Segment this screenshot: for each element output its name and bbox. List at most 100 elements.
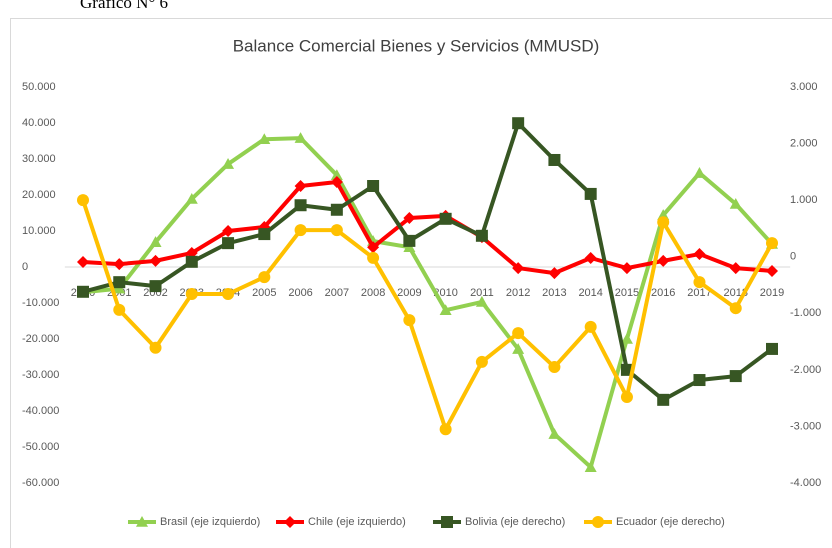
data-point: [729, 262, 742, 275]
data-point: [330, 203, 343, 216]
data-point: [113, 258, 126, 271]
data-point: [693, 374, 706, 387]
data-point: [294, 224, 307, 237]
data-point: [584, 252, 597, 264]
data-point: [620, 262, 633, 275]
data-point: [403, 314, 416, 327]
data-point: [185, 192, 198, 204]
y-tick-label: 30.000: [22, 153, 56, 165]
legend-marker: [284, 516, 296, 528]
data-point: [113, 303, 126, 316]
y-tick-label: -50.000: [22, 441, 59, 453]
y-tick-label: 10.000: [22, 225, 56, 237]
legend-marker: [136, 516, 148, 527]
data-point: [258, 271, 271, 284]
data-point: [367, 180, 380, 192]
data-point: [149, 236, 162, 247]
data-point: [330, 169, 343, 180]
data-point: [584, 187, 597, 200]
x-tick-label: 2013: [542, 287, 566, 299]
data-point: [620, 333, 633, 344]
data-point: [657, 216, 670, 229]
data-point: [258, 228, 271, 241]
data-point: [367, 251, 380, 264]
y-tick-label: 40.000: [22, 117, 56, 129]
data-point: [185, 288, 198, 301]
x-tick-label: 2012: [506, 287, 530, 299]
y-tick-label: 50.000: [22, 81, 56, 93]
data-point: [113, 276, 126, 289]
y2-tick-label: -1.000: [790, 307, 821, 319]
data-point: [77, 194, 89, 207]
y-tick-label: -40.000: [22, 405, 59, 417]
page-label: Gráfico N° 6: [80, 0, 168, 12]
y2-tick-label: -4.000: [790, 477, 821, 489]
y2-tick-label: 0: [790, 251, 796, 263]
data-point: [548, 428, 561, 439]
data-point: [766, 342, 778, 355]
data-point: [729, 370, 742, 383]
data-point: [439, 304, 452, 315]
x-tick-label: 2006: [288, 287, 312, 299]
data-point: [403, 212, 416, 225]
data-point: [149, 280, 162, 293]
x-tick-label: 2017: [687, 287, 711, 299]
x-tick-label: 2016: [651, 287, 675, 299]
data-point: [693, 248, 706, 261]
legend-marker: [441, 516, 453, 528]
data-point: [620, 391, 633, 404]
legend-marker: [592, 516, 604, 528]
data-point: [584, 320, 597, 333]
data-point: [693, 276, 706, 289]
legend-label: Ecuador (eje derecho): [616, 516, 725, 528]
y-tick-label: -20.000: [22, 333, 59, 345]
data-point: [294, 180, 307, 192]
data-point: [584, 461, 597, 472]
data-point: [367, 241, 380, 254]
y-tick-label: -10.000: [22, 297, 59, 309]
data-point: [222, 237, 235, 250]
y-tick-label: -30.000: [22, 369, 59, 381]
data-point: [512, 117, 525, 130]
data-point: [439, 212, 452, 225]
x-tick-label: 2019: [760, 287, 784, 299]
data-point: [77, 255, 89, 268]
legend-label: Brasil (eje izquierdo): [160, 516, 260, 528]
data-point: [766, 237, 778, 250]
series-line: [82, 136, 774, 470]
data-point: [439, 423, 452, 436]
series-line: [82, 121, 774, 402]
y-tick-label: 0: [22, 261, 28, 273]
data-point: [475, 295, 488, 307]
series-line: [81, 199, 774, 432]
data-point: [222, 158, 235, 169]
data-point: [548, 267, 561, 280]
data-point: [657, 393, 670, 406]
x-tick-label: 2005: [252, 287, 276, 299]
x-tick-label: 2015: [615, 287, 639, 299]
data-point: [149, 254, 162, 267]
data-point: [403, 234, 416, 247]
y-tick-label: -60.000: [22, 477, 59, 489]
x-tick-label: 2002: [143, 287, 167, 299]
y2-tick-label: 1.000: [790, 194, 818, 206]
data-point: [330, 176, 343, 189]
data-point: [693, 167, 706, 178]
data-point: [766, 264, 778, 277]
x-tick-label: 2009: [397, 287, 421, 299]
data-point: [729, 198, 742, 209]
legend-label: Bolivia (eje derecho): [465, 516, 565, 528]
y-tick-label: 20.000: [22, 189, 56, 201]
y2-tick-label: -2.000: [790, 364, 821, 376]
data-point: [548, 153, 561, 166]
data-point: [294, 132, 307, 143]
x-tick-label: 2014: [578, 287, 602, 299]
data-point: [77, 285, 89, 298]
data-point: [330, 224, 343, 237]
legend-label: Chile (eje izquierdo): [308, 516, 406, 528]
data-point: [294, 199, 307, 212]
data-point: [475, 229, 488, 242]
data-point: [222, 288, 235, 301]
data-point: [512, 343, 525, 354]
